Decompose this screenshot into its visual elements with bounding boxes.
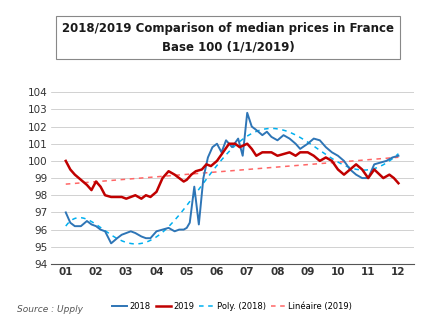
Text: Source : Upply: Source : Upply [17, 305, 83, 314]
Legend: 2018, 2019, Poly. (2018), Linéaire (2019): 2018, 2019, Poly. (2018), Linéaire (2019… [109, 299, 355, 315]
Text: 2018/2019 Comparison of median prices in France
Base 100 (1/1/2019): 2018/2019 Comparison of median prices in… [62, 22, 394, 53]
